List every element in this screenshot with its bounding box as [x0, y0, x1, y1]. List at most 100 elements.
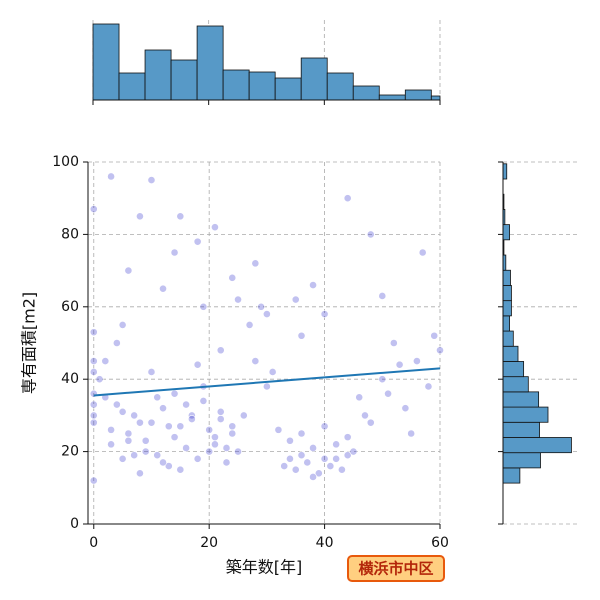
histogram-bar [196, 25, 224, 101]
histogram-bar [502, 269, 511, 286]
point [245, 320, 254, 329]
point [124, 429, 133, 438]
x-tick-label: 40 [316, 535, 334, 551]
histogram-bar [300, 57, 328, 101]
point [153, 451, 162, 460]
y-tick-label: 20 [61, 444, 79, 460]
histogram-bar [274, 77, 302, 101]
point [297, 451, 306, 460]
point [395, 360, 404, 369]
point [338, 465, 346, 474]
point [112, 400, 121, 409]
point [291, 295, 300, 304]
annotation: 横浜市中区 [358, 560, 433, 578]
point [124, 266, 133, 275]
point [349, 447, 358, 456]
point [436, 346, 444, 355]
x-tick-label: 60 [431, 535, 449, 551]
histogram-bar [430, 95, 441, 101]
x-axis-label: 築年数[年] [226, 558, 303, 577]
point [262, 310, 271, 318]
point [89, 205, 98, 213]
histogram-bar [248, 71, 276, 101]
point [297, 331, 306, 340]
histogram-bar [502, 452, 541, 469]
point [366, 418, 375, 427]
point [118, 320, 127, 329]
point [413, 357, 421, 365]
point [118, 407, 127, 416]
point [89, 418, 98, 427]
point [205, 447, 214, 456]
x-tick-label: 20 [200, 535, 218, 551]
histogram-bar [502, 315, 510, 332]
point [228, 429, 237, 438]
point [118, 454, 127, 463]
histogram-bar [502, 224, 510, 241]
point [297, 429, 306, 438]
histogram-bar [352, 85, 380, 101]
point [216, 407, 225, 416]
point [378, 292, 387, 300]
point [107, 425, 115, 434]
point [187, 415, 196, 423]
point [222, 458, 231, 467]
regression-line [93, 367, 441, 397]
point [326, 462, 335, 470]
y-tick-label: 60 [61, 299, 79, 315]
point [112, 339, 121, 347]
point [199, 397, 208, 405]
point [136, 212, 144, 221]
point [430, 331, 439, 340]
point [309, 444, 317, 452]
point [95, 375, 104, 384]
point [216, 346, 225, 355]
point [136, 418, 144, 427]
point [286, 454, 294, 463]
point [153, 393, 162, 402]
histogram-bar [92, 23, 120, 101]
point [262, 382, 271, 391]
point [176, 212, 185, 221]
histogram-bar [502, 391, 540, 408]
point [320, 310, 329, 318]
point [343, 433, 352, 442]
point [89, 357, 98, 365]
point [314, 469, 323, 478]
point [286, 436, 294, 445]
point [407, 429, 416, 438]
point [101, 357, 110, 365]
point [193, 237, 202, 246]
point [355, 393, 364, 402]
point [107, 172, 115, 181]
histogram-bar [502, 421, 540, 438]
point [141, 447, 150, 456]
point [291, 465, 300, 474]
point [89, 400, 98, 409]
point [309, 473, 317, 481]
point [170, 248, 179, 257]
point [418, 248, 427, 257]
point [176, 465, 185, 474]
point [320, 422, 329, 431]
point [89, 328, 98, 337]
point [205, 425, 214, 434]
point [234, 447, 242, 456]
point [89, 368, 98, 376]
annotation-box [347, 555, 445, 582]
point [303, 458, 312, 467]
point [257, 302, 266, 311]
point [239, 411, 248, 420]
point [343, 194, 352, 203]
histogram-bar [144, 49, 172, 101]
point [211, 223, 219, 232]
x-tick-label: 0 [89, 535, 98, 551]
histogram-bar [118, 72, 146, 101]
point [141, 436, 150, 445]
histogram-bar [326, 72, 354, 101]
point [170, 389, 179, 398]
point [136, 469, 144, 478]
point [424, 382, 433, 391]
y-tick-label: 40 [61, 371, 79, 387]
point [164, 422, 173, 431]
